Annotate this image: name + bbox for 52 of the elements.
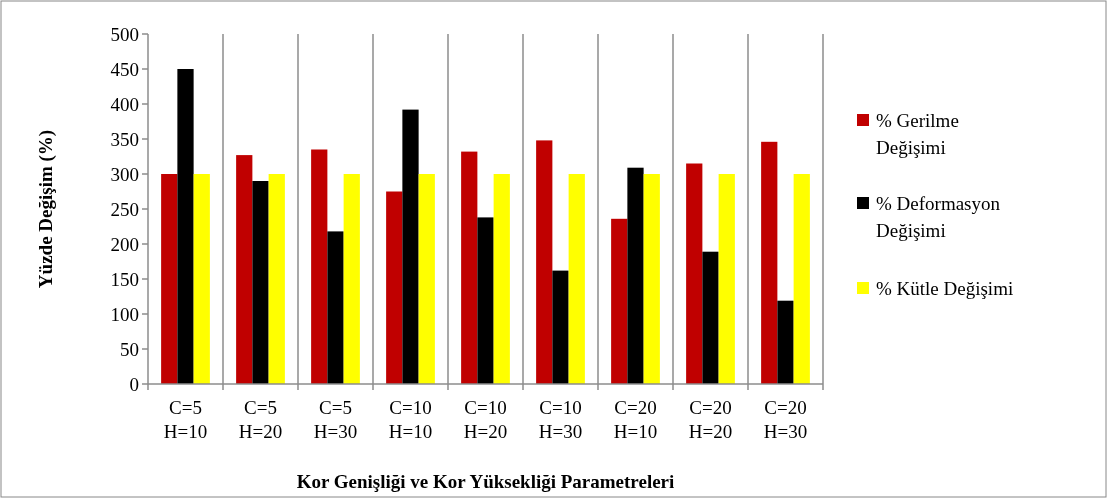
x-tick-label: C=20 H=20 — [688, 397, 733, 442]
y-tick-label: 400 — [110, 93, 139, 115]
bar — [236, 155, 253, 384]
bar — [686, 163, 703, 384]
x-tick-label: C=20 H=30 — [763, 397, 808, 442]
bar — [536, 140, 553, 384]
bar — [177, 69, 194, 384]
bar — [386, 191, 403, 384]
x-tick-label: C=5 H=10 — [163, 397, 208, 442]
x-axis-title: Kor Genişliği ve Kor Yüksekliği Parametreleri — [296, 471, 675, 492]
bar — [627, 167, 644, 384]
bar — [268, 174, 285, 384]
y-tick-label: 350 — [110, 128, 139, 150]
bar — [252, 181, 269, 384]
bar — [761, 141, 778, 384]
bar — [611, 218, 628, 384]
legend-label: % Kütle Değişimi — [876, 277, 1014, 299]
bar — [718, 174, 735, 384]
bar — [461, 151, 478, 384]
bar — [327, 231, 344, 384]
bar — [777, 300, 794, 384]
bar — [193, 174, 210, 384]
legend-label: % Deformasyon Değişimi — [876, 192, 1001, 241]
y-tick-label: 50 — [120, 338, 139, 360]
legend-label: % Gerilme Değişimi — [876, 109, 959, 158]
y-tick-label: 0 — [129, 373, 139, 395]
bar — [161, 174, 178, 384]
y-tick-label: 200 — [110, 233, 139, 255]
bar — [643, 174, 660, 384]
bar — [702, 251, 719, 384]
bar — [552, 270, 569, 384]
bar — [311, 149, 328, 384]
y-tick-label: 150 — [110, 268, 139, 290]
bar — [402, 109, 419, 384]
y-axis-title: Yüzde Değişim (%) — [35, 129, 57, 289]
y-tick-label: 500 — [110, 23, 139, 45]
bar — [568, 174, 585, 384]
y-tick-label: 300 — [110, 163, 139, 185]
y-tick-label: 250 — [110, 198, 139, 220]
x-tick-label: C=10 H=20 — [463, 397, 508, 442]
x-tick-label: C=10 H=30 — [538, 397, 583, 442]
y-tick-label: 450 — [110, 58, 139, 80]
x-tick-label: C=20 H=10 — [613, 397, 658, 442]
x-tick-label: C=5 H=30 — [313, 397, 358, 442]
y-tick-label: 100 — [110, 303, 139, 325]
bar — [793, 174, 810, 384]
x-tick-label: C=10 H=10 — [388, 397, 433, 442]
bar — [343, 174, 360, 384]
bar — [493, 174, 510, 384]
bar — [418, 174, 435, 384]
x-tick-label: C=5 H=20 — [238, 397, 283, 442]
bar — [477, 217, 494, 384]
